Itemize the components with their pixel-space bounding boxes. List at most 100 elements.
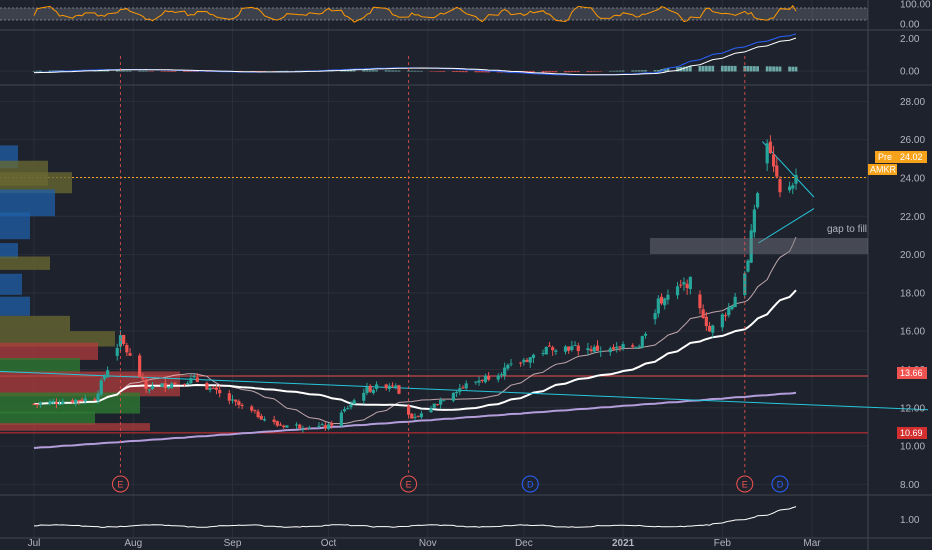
candle-body xyxy=(218,390,222,394)
macd-histogram-bar xyxy=(532,71,535,73)
macd-histogram-bar xyxy=(391,70,394,72)
candle-body xyxy=(675,286,680,296)
candle-body xyxy=(317,425,321,427)
earnings-marker xyxy=(736,475,754,493)
macd-histogram-bar xyxy=(698,66,702,72)
price-tick-label: 18.00 xyxy=(900,288,925,299)
macd-histogram-bar xyxy=(387,70,391,72)
level-a-bg xyxy=(897,367,927,379)
time-axis[interactable]: Jul Aug Sep Oct Nov Dec 2021 Feb Mar xyxy=(28,538,822,549)
volume-profile-bar xyxy=(0,423,150,431)
macd-histogram-bar xyxy=(621,70,625,72)
candle-body xyxy=(701,309,705,319)
candle-body xyxy=(77,400,81,402)
macd-histogram-bar xyxy=(724,65,727,72)
volume-tick-label: 1.00 xyxy=(900,515,920,526)
candle-body xyxy=(138,355,142,378)
candle-body xyxy=(307,427,311,429)
candle-body xyxy=(480,379,484,381)
candle-body xyxy=(278,424,283,426)
candle-body xyxy=(38,402,43,405)
candle-body xyxy=(656,298,660,314)
macd-histogram-bar xyxy=(397,70,401,72)
earnings-marker xyxy=(400,475,418,493)
macd-histogram-bar xyxy=(599,71,603,72)
candle-body xyxy=(339,412,343,427)
candle-body xyxy=(259,415,263,420)
price-tick-label: 10.00 xyxy=(900,442,925,453)
price-axis[interactable]: 28.0026.0024.0022.0020.0018.0016.0014.00… xyxy=(900,0,931,526)
candle-body xyxy=(775,165,779,177)
macd-histogram-bar xyxy=(346,70,350,72)
macd-histogram-bar xyxy=(676,67,679,72)
candle-body xyxy=(477,380,481,383)
macd-histogram-bar xyxy=(452,71,455,72)
candle-body xyxy=(387,385,391,389)
volume-line xyxy=(34,506,797,528)
price-tick-label: 22.00 xyxy=(900,212,925,223)
candle-body xyxy=(733,296,737,308)
candle-body xyxy=(595,345,600,351)
candle-body xyxy=(573,345,577,347)
candle-body xyxy=(374,384,379,390)
macd-histogram-bar xyxy=(413,70,417,72)
candle-body xyxy=(250,406,254,411)
macd-histogram-bar xyxy=(704,65,708,72)
triangle-lower-line xyxy=(758,208,815,244)
candle-body xyxy=(442,400,446,402)
candle-body xyxy=(659,296,664,304)
macd-histogram-bar xyxy=(173,71,177,72)
volume-line-panel xyxy=(34,506,797,528)
macd-histogram-bar xyxy=(711,65,715,72)
macd-histogram-bar xyxy=(653,70,657,72)
macd-histogram-bar xyxy=(32,71,36,72)
macd-histogram-bar xyxy=(551,71,555,73)
oscillator-tick-label: 100.00 xyxy=(900,0,931,11)
candle-body xyxy=(240,404,244,406)
macd-histogram-bar xyxy=(640,70,644,72)
macd-histogram-bar xyxy=(39,70,42,72)
candle-body xyxy=(106,370,110,378)
volume-profile-bar xyxy=(0,296,30,316)
time-tick-label: Sep xyxy=(224,538,242,549)
candle-body xyxy=(304,428,308,430)
macd-histogram-bar xyxy=(410,70,414,72)
candle-body xyxy=(352,400,356,405)
candle-body xyxy=(755,193,760,208)
macd-histogram-bar xyxy=(778,66,782,72)
candle-body xyxy=(416,415,420,417)
gap-label: gap to fill xyxy=(827,224,867,235)
volume-profile-bar xyxy=(0,256,50,270)
candle-body xyxy=(160,383,164,388)
candle-body xyxy=(342,409,347,412)
candle-body xyxy=(615,346,619,349)
candle-body xyxy=(150,386,155,390)
candle-body xyxy=(528,357,532,363)
macd-histogram-bar xyxy=(375,70,378,72)
macd-histogram-bar xyxy=(458,71,462,73)
price-tags: Pre 24.02 AMKR 13.66 10.69 xyxy=(868,151,927,439)
candle-body xyxy=(608,348,612,353)
macd-histogram-bar xyxy=(637,70,641,72)
time-tick-label: Nov xyxy=(419,538,437,549)
candle-body xyxy=(634,347,638,349)
candle-body xyxy=(554,350,558,352)
volume-profile-bar xyxy=(0,315,70,332)
macd-histogram-bar xyxy=(48,70,52,72)
macd-tick-label: 0.00 xyxy=(900,67,920,78)
pre-value-text: 24.02 xyxy=(900,152,923,162)
macd-histogram-bar xyxy=(122,70,126,72)
macd-histogram-bar xyxy=(275,70,279,72)
candle-body xyxy=(451,392,456,401)
candle-body xyxy=(166,386,171,389)
macd-histogram-bar xyxy=(119,70,122,72)
macd-histogram-bar xyxy=(660,69,663,72)
candle-body xyxy=(192,376,196,378)
candle-body xyxy=(768,141,772,154)
macd-histogram-bar xyxy=(160,71,164,72)
macd-histogram-bar xyxy=(644,70,647,72)
candle-body xyxy=(256,411,260,418)
grid-lines xyxy=(0,0,868,538)
